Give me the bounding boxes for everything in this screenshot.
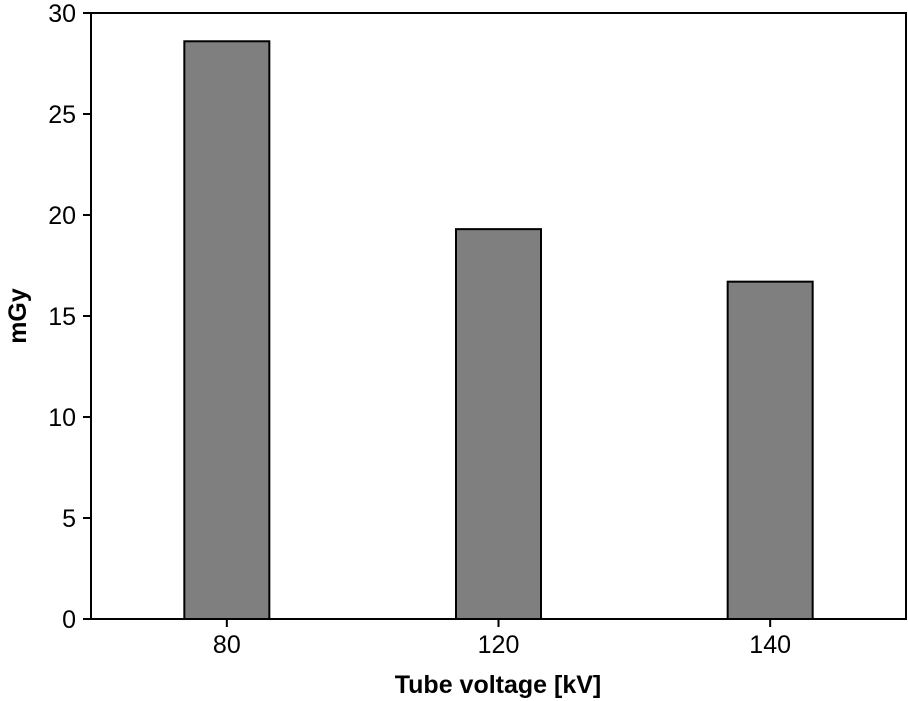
y-axis: 0 5 10 15 20 25 30 [48, 0, 91, 634]
y-tick-label: 25 [48, 101, 76, 129]
y-tick-label: 15 [48, 303, 76, 331]
x-tick-label: 120 [478, 631, 520, 659]
y-tick-label: 20 [48, 202, 76, 230]
y-tick-label: 30 [48, 0, 76, 28]
bars-group [183, 40, 814, 620]
bar [726, 280, 814, 620]
x-axis-title: Tube voltage [kV] [395, 671, 602, 699]
bar [183, 40, 271, 620]
x-axis: 80 120 140 [213, 619, 791, 659]
bar [455, 228, 542, 620]
x-tick-label: 140 [749, 631, 791, 659]
y-tick-label: 0 [62, 606, 76, 634]
x-tick-label: 80 [213, 631, 241, 659]
y-tick-label: 10 [48, 404, 76, 432]
y-tick-label: 5 [62, 505, 76, 533]
y-axis-title: mGy [4, 288, 32, 344]
